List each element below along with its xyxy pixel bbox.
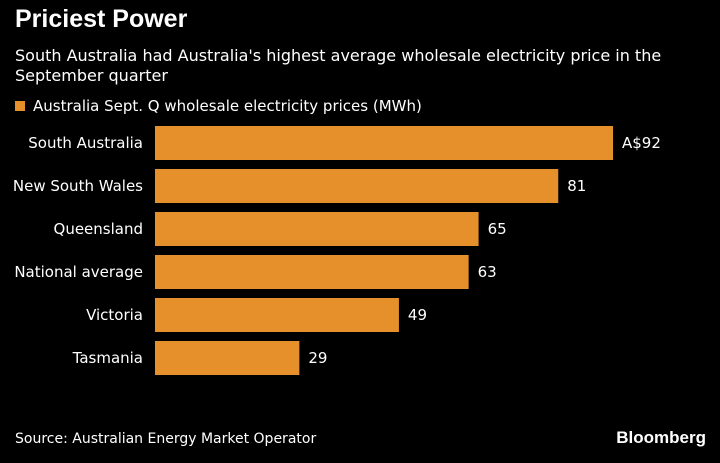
value-label: A$92 — [622, 134, 661, 152]
value-label: 49 — [408, 306, 427, 324]
category-label: Queensland — [54, 220, 143, 238]
category-label: Victoria — [86, 306, 143, 324]
category-label: Tasmania — [72, 349, 143, 367]
bar-tasmania — [155, 341, 300, 375]
chart-title: Priciest Power — [15, 5, 188, 33]
category-label: New South Wales — [13, 177, 143, 195]
category-label: South Australia — [28, 134, 143, 152]
bloomberg-logo: Bloomberg — [616, 428, 706, 447]
legend-swatch — [15, 101, 25, 111]
bar-south-australia — [155, 126, 613, 160]
bar-national-average — [155, 255, 469, 289]
value-label: 29 — [308, 349, 327, 367]
legend-label: Australia Sept. Q wholesale electricity … — [33, 97, 422, 115]
bar-queensland — [155, 212, 479, 246]
chart-subtitle: South Australia had Australia's highest … — [15, 46, 662, 85]
bar-new-south-wales — [155, 169, 559, 203]
legend: Australia Sept. Q wholesale electricity … — [15, 97, 422, 115]
value-label: 63 — [478, 263, 497, 281]
source-note: Source: Australian Energy Market Operato… — [15, 431, 317, 447]
category-label: National average — [14, 263, 143, 281]
bar-victoria — [155, 298, 399, 332]
value-label: 65 — [488, 220, 507, 238]
value-label: 81 — [567, 177, 586, 195]
